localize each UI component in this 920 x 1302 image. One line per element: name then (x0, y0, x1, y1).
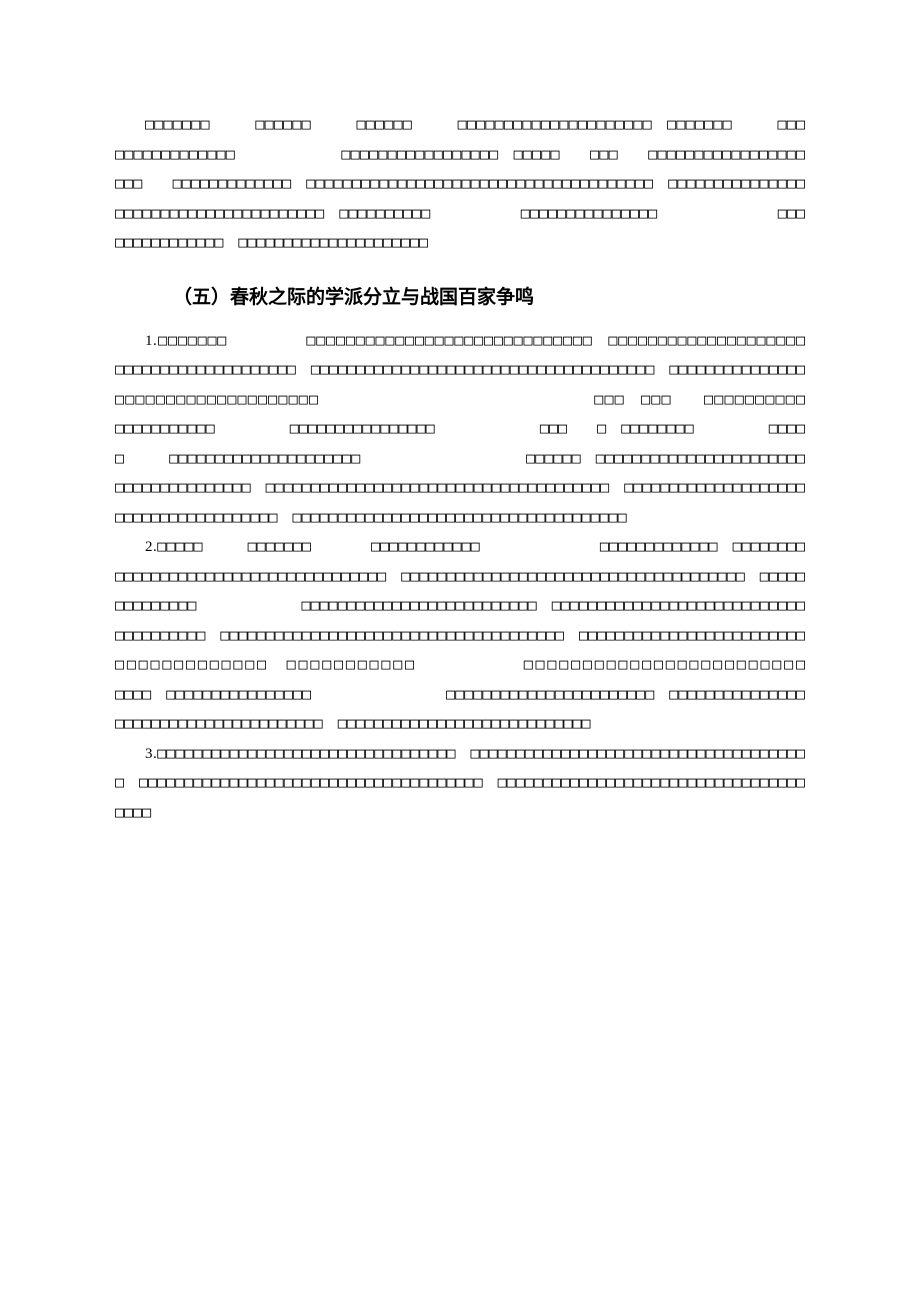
paragraph-1-text: □□□□□□□ □□□□□□□□□□□□□□□□□□□□□□□□□□□□□ □□… (115, 331, 920, 526)
paragraph-3: 3.□□□□□□□□□□□□□□□□□□□□□□□□□□□□□□□□□ □□□□… (115, 739, 805, 828)
paragraph-3-text: □□□□□□□□□□□□□□□□□□□□□□□□□□□□□□□□□ □□□□□□… (115, 744, 805, 821)
section-heading: （五）春秋之际的学派分立与战国百家争鸣 (115, 280, 805, 316)
paragraph-2-prefix: 2. (145, 539, 157, 555)
paragraph-2-text: □□□□□ □□□□□□□ □□□□□□□□□□□□ □□□□□□□□□□□□□… (115, 537, 920, 732)
paragraph-1: 1.□□□□□□□ □□□□□□□□□□□□□□□□□□□□□□□□□□□□□ … (115, 326, 805, 533)
paragraph-2: 2.□□□□□ □□□□□□□ □□□□□□□□□□□□ □□□□□□□□□□□… (115, 532, 805, 739)
intro-paragraph: □□□□□□□ □□□□□□ □□□□□□ □□□□□□□□□□□□□□□□□□… (115, 110, 805, 258)
section-heading-text: （五）春秋之际的学派分立与战国百家争鸣 (173, 287, 534, 308)
intro-text: □□□□□□□ □□□□□□ □□□□□□ □□□□□□□□□□□□□□□□□□… (115, 115, 920, 251)
paragraph-1-prefix: 1. (145, 333, 157, 349)
paragraph-3-prefix: 3. (145, 746, 157, 762)
